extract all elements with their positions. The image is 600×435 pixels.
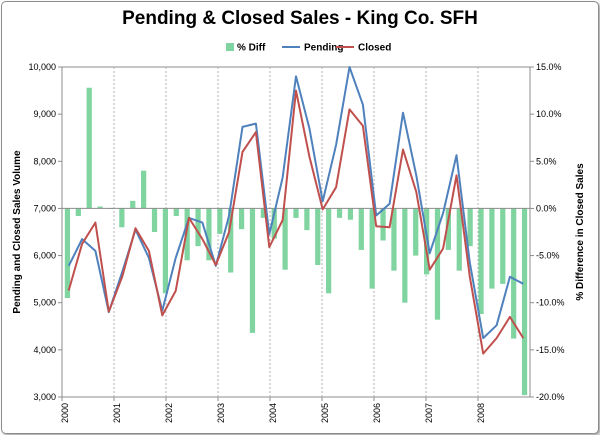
pct-diff-bar: [434, 208, 441, 320]
left-tick-label: 6,000: [33, 251, 56, 261]
chart-title: Pending & Closed Sales - King Co. SFH: [122, 8, 478, 29]
pct-diff-bar: [336, 208, 343, 218]
pct-diff-bar: [282, 208, 288, 270]
pct-diff-bar: [195, 208, 201, 247]
pct-diff-bar: [380, 208, 386, 241]
pct-diff-bar: [75, 208, 81, 216]
x-tick-label: 2005: [320, 403, 330, 423]
pct-diff-bar: [304, 208, 310, 231]
pct-diff-bar: [151, 208, 158, 232]
right-tick-label: -20.0%: [536, 392, 565, 402]
left-tick-label: 5,000: [33, 298, 56, 308]
pct-diff-bar: [173, 208, 179, 216]
left-tick-label: 7,000: [33, 203, 56, 213]
right-tick-label: 5.0%: [536, 156, 557, 166]
pct-diff-bar: [423, 208, 430, 275]
legend-label: Closed: [358, 43, 391, 54]
right-tick-label: -5.0%: [536, 251, 560, 261]
pct-diff-bar: [521, 208, 528, 396]
right-tick-label: 0.0%: [536, 203, 557, 213]
x-tick-label: 2007: [424, 403, 434, 423]
left-axis-title: Pending and Closed Sales Volume: [12, 150, 23, 314]
pct-diff-bar: [228, 208, 234, 273]
line-pending: [67, 66, 524, 340]
line-closed: [67, 89, 525, 355]
x-axis-ticks: 2000 2001 2002 2003 2004 2005 2006 2007 2008: [60, 397, 486, 423]
legend-swatch-pct-diff: [226, 43, 234, 51]
right-axis-title: % Difference in Closed Sales: [575, 163, 586, 301]
pct-diff-bar: [347, 208, 354, 220]
left-tick-label: 8,000: [33, 156, 56, 166]
pct-diff-bar: [478, 208, 484, 315]
pct-diff-bar: [97, 206, 103, 209]
x-tick-label: 2001: [112, 403, 122, 423]
pct-diff-bar: [119, 208, 125, 228]
pct-diff-bar: [358, 208, 364, 250]
right-tick-label: 15.0%: [536, 62, 562, 72]
pct-diff-bar: [315, 208, 321, 265]
pct-diff-bar: [293, 208, 299, 218]
pct-diff-bar: [260, 208, 266, 218]
pct-diff-bar: [456, 208, 462, 271]
pct-diff-bar: [467, 208, 473, 247]
legend-label: % Diff: [237, 43, 266, 54]
x-tick-label: 2006: [372, 403, 382, 423]
pct-diff-bar: [130, 200, 136, 209]
bar-series-pct-diff: [64, 87, 528, 396]
x-tick-label: 2002: [164, 403, 174, 423]
pct-diff-bar: [511, 208, 517, 339]
left-tick-label: 10,000: [28, 62, 56, 72]
pct-diff-bar: [141, 170, 147, 209]
pct-diff-bar: [217, 208, 223, 234]
pct-diff-bar: [184, 208, 190, 261]
pct-diff-bar: [64, 208, 71, 298]
pct-diff-bar: [500, 208, 506, 284]
plot-area: [61, 66, 531, 398]
line-series-group: [67, 66, 525, 355]
left-tick-label: 9,000: [33, 109, 56, 119]
pct-diff-bar: [326, 208, 332, 294]
pct-diff-bar: [369, 208, 375, 289]
x-tick-label: 2004: [268, 403, 278, 423]
x-tick-label: 2003: [216, 403, 226, 423]
x-tick-label: 2008: [476, 403, 486, 423]
pct-diff-bar: [238, 208, 245, 230]
right-tick-label: -10.0%: [536, 298, 565, 308]
right-tick-label: -15.0%: [536, 345, 565, 355]
pct-diff-bar: [489, 208, 495, 289]
pct-diff-bar: [249, 208, 256, 333]
pct-diff-bar: [402, 208, 408, 303]
right-tick-label: 10.0%: [536, 109, 562, 119]
legend: % Diff Pending Closed: [226, 43, 391, 54]
pct-diff-bar: [206, 208, 212, 261]
pct-diff-bar: [271, 208, 277, 239]
right-axis-ticks: 15.0% 10.0% 5.0% 0.0% -5.0% -10.0% -15.0% -20.0…: [530, 62, 565, 402]
pct-diff-bar: [445, 208, 451, 250]
pct-diff-bar: [162, 208, 169, 294]
legend-label: Pending: [304, 43, 343, 54]
pct-diff-bar: [391, 208, 397, 271]
left-tick-label: 4,000: [33, 345, 56, 355]
left-tick-label: 3,000: [33, 392, 56, 402]
pct-diff-bar: [86, 87, 92, 209]
left-axis-ticks: 3,000 4,000 5,000 6,000 7,000 8,000 9,000 10,00…: [28, 62, 62, 402]
pct-diff-bar: [413, 208, 419, 256]
x-tick-label: 2000: [60, 403, 70, 423]
